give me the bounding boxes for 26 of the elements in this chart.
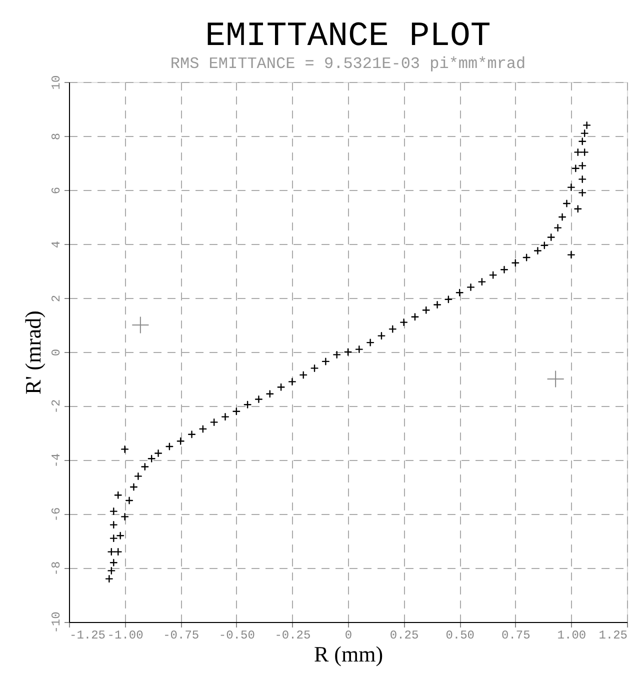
y-tick-label: 0	[50, 348, 64, 356]
chart-subtitle: RMS EMITTANCE = 9.5321E-03 pi*mm*mrad	[170, 54, 526, 73]
chart-title: EMITTANCE PLOT	[205, 18, 491, 56]
x-tick-label: 1.00	[557, 628, 586, 642]
x-axis-title: R (mm)	[314, 642, 384, 666]
y-tick-label: 6	[50, 186, 64, 194]
y-tick-label: 8	[50, 132, 64, 140]
x-tick-label: 0	[344, 628, 352, 642]
y-tick-label: 10	[50, 75, 64, 90]
x-tick-label: -0.25	[274, 628, 311, 642]
y-tick-label: -8	[50, 561, 64, 576]
x-tick-label: 0.50	[446, 628, 475, 642]
y-axis-title: R' (mrad)	[20, 310, 46, 394]
y-tick-label: -4	[50, 453, 64, 468]
x-tick-label: -0.50	[218, 628, 255, 642]
x-tick-label: 0.75	[501, 628, 530, 642]
x-tick-label: 1.25	[598, 628, 628, 642]
x-tick-label: -1.25	[70, 628, 106, 642]
y-tick-label: -6	[50, 507, 64, 522]
y-tick-label: 2	[50, 294, 64, 302]
y-tick-label: -10	[50, 612, 64, 634]
x-tick-label: -0.75	[163, 628, 200, 642]
y-tick-label: 4	[50, 240, 64, 248]
x-tick-label: -1.00	[107, 628, 144, 642]
y-tick-label: -2	[50, 399, 64, 414]
x-tick-label: 0.25	[390, 628, 419, 642]
